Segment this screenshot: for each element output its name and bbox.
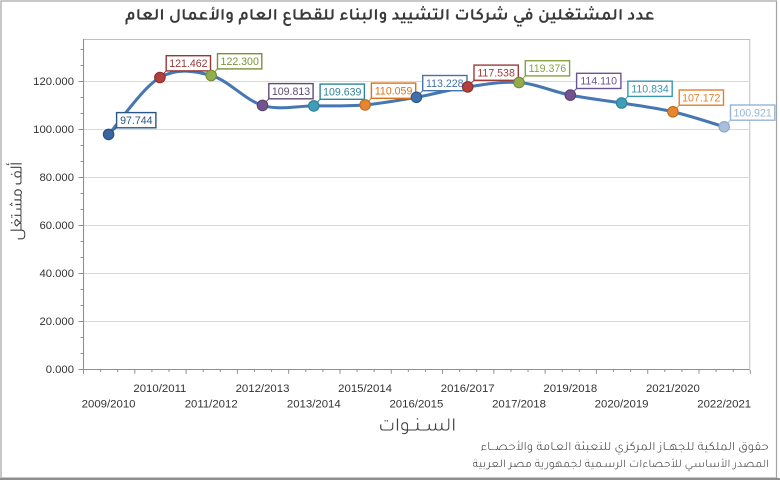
svg-text:117.538: 117.538	[477, 68, 515, 80]
svg-text:2017/2018: 2017/2018	[492, 398, 546, 410]
svg-text:2012/2013: 2012/2013	[236, 383, 290, 395]
svg-text:121.462: 121.462	[169, 58, 207, 70]
svg-text:60.000: 60.000	[39, 220, 74, 232]
svg-text:109.813: 109.813	[272, 86, 310, 98]
svg-text:2019/2018: 2019/2018	[543, 383, 597, 395]
svg-text:2010/2011: 2010/2011	[133, 383, 186, 395]
svg-text:120.000: 120.000	[33, 76, 74, 88]
svg-text:110.834: 110.834	[631, 84, 669, 96]
svg-text:2020/2019: 2020/2019	[595, 398, 649, 410]
svg-text:2009/2010: 2009/2010	[82, 398, 136, 410]
svg-text:40.000: 40.000	[39, 268, 74, 280]
svg-text:2022/2021: 2022/2021	[697, 398, 751, 410]
svg-text:114.110: 114.110	[580, 76, 617, 88]
svg-text:80.000: 80.000	[39, 172, 74, 184]
svg-text:109.639: 109.639	[323, 87, 361, 99]
svg-text:100.921: 100.921	[733, 107, 771, 119]
svg-text:113.228: 113.228	[426, 78, 464, 90]
svg-text:97.744: 97.744	[120, 115, 153, 127]
svg-text:0.000: 0.000	[46, 364, 74, 376]
svg-text:122.300: 122.300	[221, 56, 259, 68]
svg-text:2016/2017: 2016/2017	[441, 383, 495, 395]
svg-text:110.059: 110.059	[375, 86, 413, 98]
svg-text:100.000: 100.000	[33, 124, 74, 136]
svg-text:2016/2015: 2016/2015	[389, 398, 443, 410]
svg-text:2013/2014: 2013/2014	[287, 398, 341, 410]
svg-text:107.172: 107.172	[682, 92, 720, 104]
svg-text:20.000: 20.000	[39, 316, 74, 328]
svg-text:2011/2012: 2011/2012	[185, 398, 238, 410]
svg-text:119.376: 119.376	[529, 63, 567, 75]
svg-text:2021/2020: 2021/2020	[646, 383, 700, 395]
svg-text:2015/2014: 2015/2014	[338, 383, 392, 395]
